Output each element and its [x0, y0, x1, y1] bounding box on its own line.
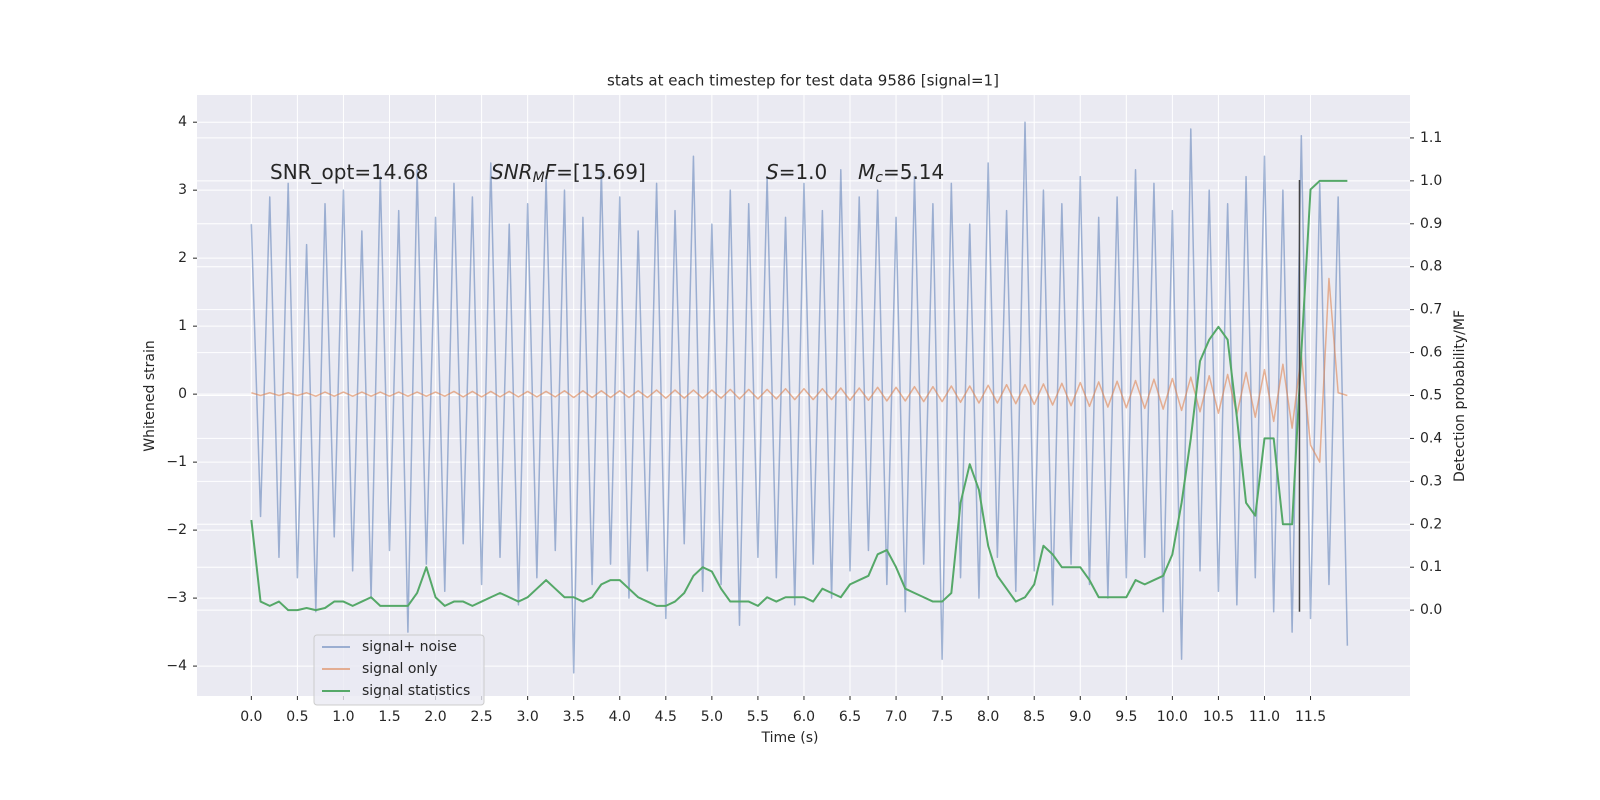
annotation: Mc=5.14 — [858, 160, 944, 187]
y2-tick-label: 1.1 — [1420, 130, 1442, 146]
legend-label: signal only — [362, 661, 437, 677]
annotation-part: M — [858, 160, 875, 184]
series-line — [250, 179, 1348, 612]
x-tick-label: 0.0 — [240, 709, 262, 725]
x-tick-label: 7.0 — [885, 709, 907, 725]
y2-tick-label: 0.3 — [1420, 473, 1442, 489]
annotation-part: c — [875, 170, 883, 186]
y2-tick-label: 0.2 — [1420, 516, 1442, 532]
y2-tick-label: 0.7 — [1420, 302, 1442, 318]
annotation-part: =[15.69] — [556, 160, 646, 184]
x-tick-label: 6.5 — [839, 709, 861, 725]
legend-label: signal statistics — [362, 683, 470, 699]
x-tick-label: 3.0 — [517, 709, 539, 725]
x-tick-label: 9.5 — [1115, 709, 1137, 725]
annotation-part: SNR — [491, 160, 533, 184]
x-tick-label: 3.5 — [563, 709, 585, 725]
legend-box — [313, 634, 485, 706]
x-tick-label: 8.5 — [1023, 709, 1045, 725]
annotation-part: SNR_opt=14.68 — [270, 160, 428, 184]
x-tick-label: 10.0 — [1157, 709, 1188, 725]
y-tick-label: −2 — [166, 522, 187, 538]
y2-tick-label: 1.0 — [1420, 173, 1442, 189]
x-tick-label: 1.5 — [378, 709, 400, 725]
y2-tick-label: 0.9 — [1420, 216, 1442, 232]
annotation: SNRMF=[15.69] — [491, 160, 646, 187]
x-tick-label: 10.5 — [1203, 709, 1234, 725]
y-tick-label: −4 — [166, 658, 187, 674]
x-tick-label: 11.5 — [1295, 709, 1326, 725]
x-tick-label: 4.5 — [655, 709, 677, 725]
y-tick-label: −3 — [166, 590, 187, 606]
x-tick-label: 2.5 — [470, 709, 492, 725]
legend-label: signal+ noise — [362, 639, 457, 655]
x-tick-label: 7.5 — [931, 709, 953, 725]
annotation-part: M — [533, 170, 545, 186]
annotation-part: S — [766, 160, 779, 184]
series-line — [251, 277, 1348, 463]
x-tick-label: 8.0 — [977, 709, 999, 725]
y-tick-label: 0 — [178, 386, 187, 402]
y2-tick-label: 0.6 — [1420, 345, 1442, 361]
y-tick-label: 3 — [178, 182, 187, 198]
y-tick-label: 4 — [178, 114, 187, 130]
annotation: SNR_opt=14.68 — [270, 160, 428, 184]
y2-tick-label: 0.4 — [1420, 430, 1442, 446]
y-tick-label: 1 — [178, 318, 187, 334]
y-tick-label: 2 — [178, 250, 187, 266]
annotation-part: F — [545, 160, 557, 184]
y-axis-label: Whitened strain — [142, 340, 158, 451]
y2-tick-label: 0.5 — [1420, 388, 1442, 404]
annotation-part: =5.14 — [883, 160, 944, 184]
y2-tick-label: 0.0 — [1420, 602, 1442, 618]
chart-title: stats at each timestep for test data 958… — [607, 72, 999, 90]
x-tick-label: 5.5 — [747, 709, 769, 725]
y2-axis-label: Detection probability/MF — [1452, 310, 1468, 482]
y-tick-label: −1 — [166, 454, 187, 470]
x-tick-label: 1.0 — [332, 709, 354, 725]
x-tick-label: 0.5 — [286, 709, 308, 725]
x-tick-label: 6.0 — [793, 709, 815, 725]
annotation-part: =1.0 — [779, 160, 828, 184]
legend: signal+ noise signal only signal statistic… — [313, 634, 485, 706]
x-tick-label: 9.0 — [1069, 709, 1091, 725]
y2-tick-label: 0.8 — [1420, 259, 1442, 275]
x-tick-label: 4.0 — [609, 709, 631, 725]
x-tick-label: 11.0 — [1249, 709, 1280, 725]
x-tick-label: 2.0 — [424, 709, 446, 725]
x-tick-label: 5.0 — [701, 709, 723, 725]
x-axis-label: Time (s) — [761, 730, 819, 746]
annotation: S=1.0 — [766, 160, 827, 184]
y2-tick-label: 0.1 — [1420, 559, 1442, 575]
